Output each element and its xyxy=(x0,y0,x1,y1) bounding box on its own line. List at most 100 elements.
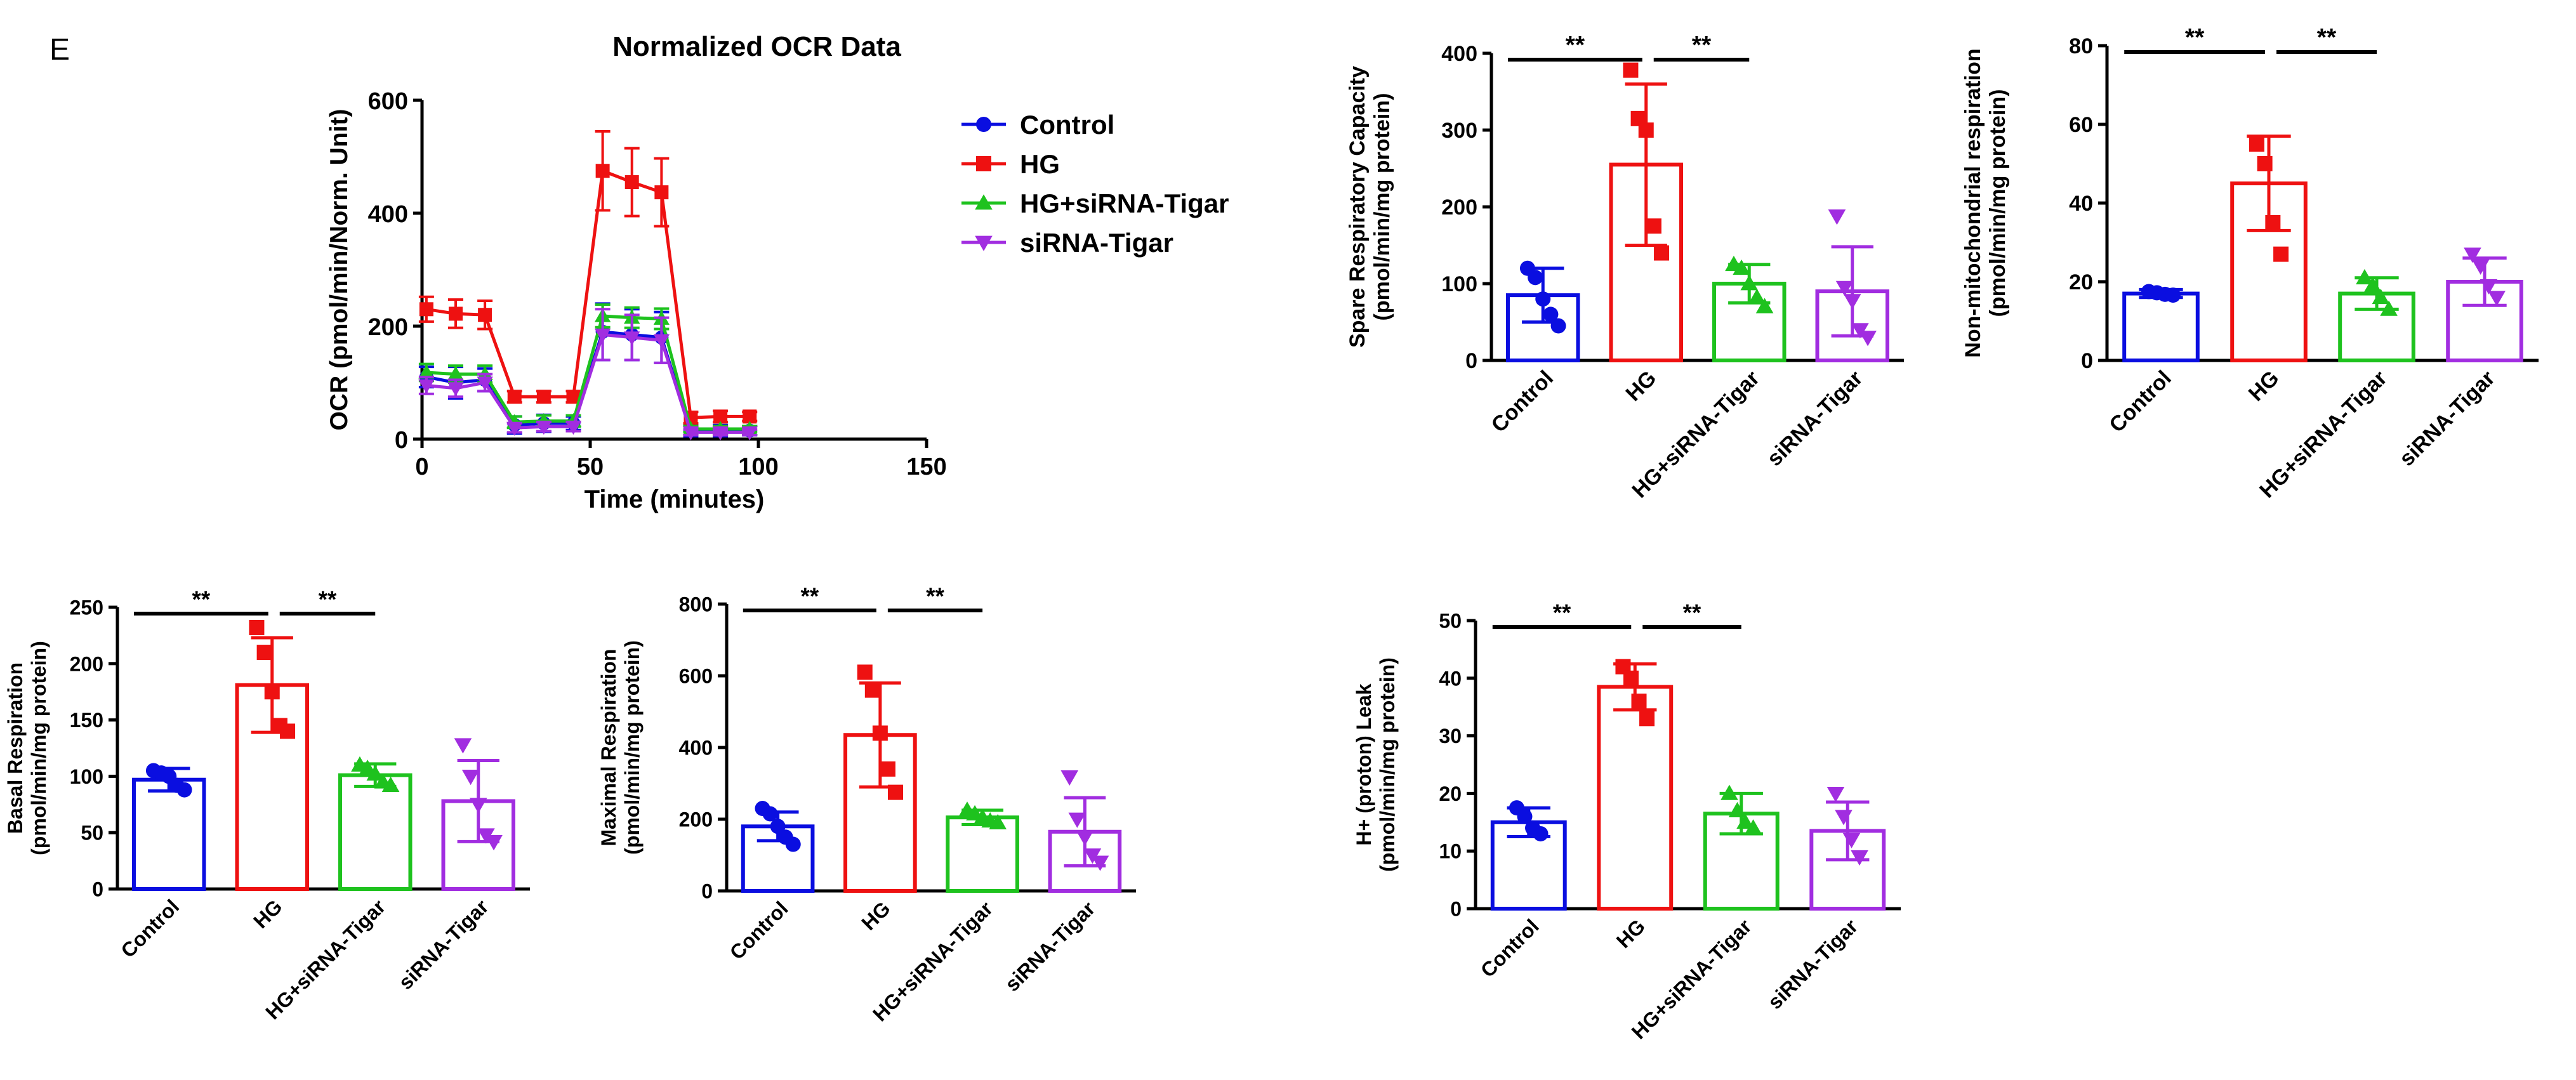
x-tick-label: Control xyxy=(1476,914,1543,982)
data-point xyxy=(2480,279,2498,294)
data-point xyxy=(785,836,801,852)
y-tick-label: 200 xyxy=(1441,195,1477,220)
y-tick-label: 100 xyxy=(70,765,103,788)
data-point xyxy=(1835,280,1854,296)
significance-label: ** xyxy=(192,586,211,612)
data-point xyxy=(1060,770,1079,786)
data-point xyxy=(2165,287,2181,303)
data-point xyxy=(624,331,640,346)
data-point xyxy=(2372,289,2390,305)
y-axis-label: (pmol/min/mg protein) xyxy=(1376,657,1399,872)
x-tick-label: siRNA-Tigar xyxy=(1763,914,1862,1013)
y-axis-label: Basal Respiration xyxy=(4,662,27,834)
data-point xyxy=(366,765,385,781)
data-point xyxy=(280,723,296,739)
x-axis-label: Time (minutes) xyxy=(585,485,765,513)
significance-label: ** xyxy=(319,586,337,612)
data-point xyxy=(1631,694,1647,709)
bar xyxy=(338,773,413,892)
data-point xyxy=(1654,245,1670,261)
data-point xyxy=(256,645,272,661)
y-tick-label: 20 xyxy=(2069,270,2093,294)
x-tick-label: 0 xyxy=(415,454,428,480)
data-point xyxy=(419,302,433,317)
data-point xyxy=(1851,850,1868,866)
significance-label: ** xyxy=(1566,32,1585,59)
data-point xyxy=(989,813,1007,829)
data-point xyxy=(654,185,669,200)
data-point xyxy=(536,420,552,435)
y-tick-label: 50 xyxy=(1439,610,1462,633)
y-tick-label: 0 xyxy=(2081,349,2093,373)
y-tick-label: 50 xyxy=(81,822,103,845)
y-axis-label: (pmol/min/mg protein) xyxy=(1370,93,1394,321)
data-point xyxy=(1851,323,1869,339)
data-point xyxy=(1744,819,1762,835)
data-point xyxy=(2356,269,2374,285)
y-tick-label: 250 xyxy=(70,596,103,619)
data-point xyxy=(1740,275,1759,291)
chart-title: Normalized OCR Data xyxy=(612,31,901,62)
legend-label: siRNA-Tigar xyxy=(1020,228,1173,258)
data-point xyxy=(478,308,492,322)
data-point xyxy=(1638,122,1654,138)
x-tick-label: Control xyxy=(725,897,793,964)
data-point xyxy=(1535,291,1551,307)
data-point xyxy=(1736,813,1754,829)
y-tick-label: 0 xyxy=(395,427,408,454)
data-point xyxy=(2363,277,2382,293)
data-point xyxy=(176,782,192,798)
y-axis-label: (pmol/min/mg protein) xyxy=(27,641,50,855)
legend-marker xyxy=(975,235,993,251)
y-tick-label: 10 xyxy=(1439,840,1462,863)
y-tick-label: 400 xyxy=(368,201,408,228)
data-point xyxy=(1517,808,1533,824)
ocr-line-chart: Normalized OCR Data 0 200 400 600 0 50 100 150 Ti… xyxy=(326,31,1229,513)
y-axis-label: H+ (proton) Leak xyxy=(1352,683,1375,845)
x-tick-label: HG xyxy=(2244,366,2284,406)
y-axis-label: OCR (pmol/min/Norm. Unit) xyxy=(326,109,353,431)
y-tick-label: 300 xyxy=(1441,119,1477,143)
bar xyxy=(1597,685,1674,911)
y-tick-label: 80 xyxy=(2069,34,2093,58)
significance-label: ** xyxy=(1553,600,1571,626)
data-point xyxy=(454,738,472,754)
legend-label: Control xyxy=(1020,110,1114,140)
data-point xyxy=(880,761,895,777)
y-tick-label: 40 xyxy=(1439,667,1462,690)
maximal-respiration-chart: 0 200 400 600 800 Maximal Respiration (pmol/mi… xyxy=(597,583,1136,1025)
data-point xyxy=(1826,787,1845,803)
y-axis-label: (pmol/min/mg protein) xyxy=(1986,89,2010,317)
y-tick-label: 200 xyxy=(368,314,408,341)
data-point xyxy=(506,421,523,436)
data-point xyxy=(536,390,551,404)
data-point xyxy=(1639,711,1655,727)
data-point xyxy=(1859,331,1877,346)
significance-label: ** xyxy=(926,583,944,609)
data-point xyxy=(249,619,265,635)
bar xyxy=(132,777,206,892)
data-point xyxy=(1623,62,1639,78)
data-point xyxy=(1068,812,1087,828)
y-tick-label: 0 xyxy=(92,878,103,901)
data-point xyxy=(1828,209,1846,225)
y-tick-label: 400 xyxy=(679,737,713,760)
data-point xyxy=(713,409,728,424)
data-point xyxy=(1533,826,1549,841)
data-point xyxy=(1748,288,1766,305)
y-tick-label: 400 xyxy=(1441,42,1477,66)
data-point xyxy=(864,682,880,698)
y-tick-label: 0 xyxy=(1465,349,1477,373)
bar xyxy=(946,815,1019,893)
spare-respiratory-capacity-chart: 0 100 200 300 400 Spare Respiratory Capacity(… xyxy=(1345,32,1904,503)
data-point xyxy=(2265,215,2281,230)
data-point xyxy=(1721,784,1738,800)
legend-label: HG xyxy=(1020,149,1060,179)
data-point xyxy=(1733,260,1750,275)
data-point xyxy=(624,175,639,190)
data-point xyxy=(594,328,611,343)
x-tick-label: siRNA-Tigar xyxy=(2394,366,2499,471)
proton-leak-chart: 0 10 20 30 40 50 H+ (proton) Leak (pmol/min/mg … xyxy=(1352,600,1901,1043)
data-point xyxy=(447,366,464,381)
